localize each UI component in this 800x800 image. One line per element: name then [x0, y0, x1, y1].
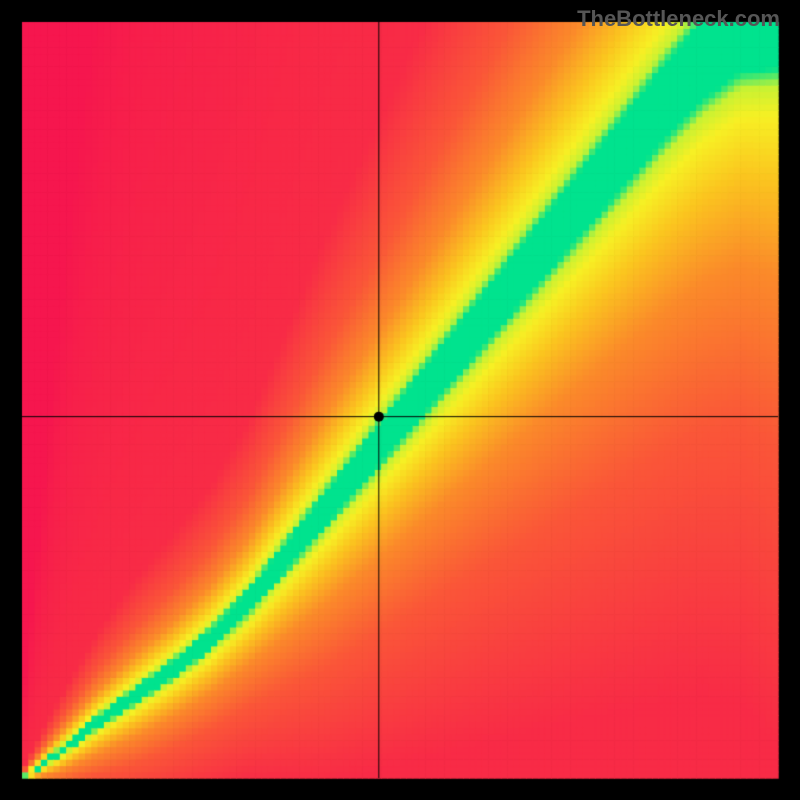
bottleneck-heatmap — [0, 0, 800, 800]
watermark-text: TheBottleneck.com — [577, 6, 780, 32]
chart-container: TheBottleneck.com — [0, 0, 800, 800]
